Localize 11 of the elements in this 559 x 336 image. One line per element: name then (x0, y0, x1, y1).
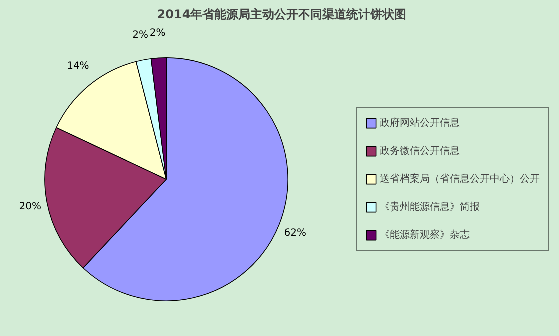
legend-label: 《贵州能源信息》简报 (380, 200, 480, 214)
legend-label: 政务微信公开信息 (380, 144, 460, 158)
chart-title: 2014年省能源局主动公开不同渠道统计饼状图 (157, 8, 407, 22)
data-label: 14% (67, 61, 90, 72)
legend-label: 《能源新观察》杂志 (380, 228, 470, 242)
data-label: 2% (150, 28, 166, 39)
legend-label: 政府网站公开信息 (380, 116, 460, 130)
legend-label: 送省档案局（省信息公开中心）公开 (380, 172, 540, 186)
data-label: 20% (19, 201, 42, 212)
data-label: 62% (284, 228, 306, 239)
data-label: 2% (132, 30, 148, 42)
